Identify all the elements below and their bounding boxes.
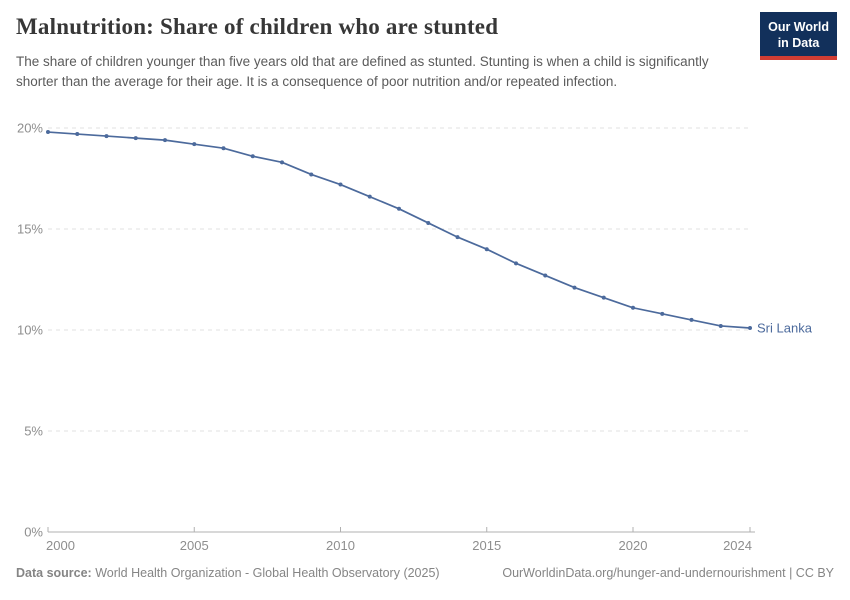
x-tick-label: 2024 — [723, 538, 752, 553]
line-chart-canvas: 0% 5% 10% 15% 20% 2000 2005 2010 2015 2020 2024 Sri… — [17, 121, 813, 554]
y-tick-label: 15% — [17, 222, 43, 237]
data-point[interactable] — [221, 146, 226, 151]
data-point[interactable] — [46, 130, 50, 135]
data-point[interactable] — [660, 311, 665, 316]
data-source-value: World Health Organization - Global Healt… — [91, 566, 440, 580]
y-tick-label: 0% — [24, 525, 43, 540]
data-point[interactable] — [455, 235, 460, 240]
line-chart: 0% 5% 10% 15% 20% 2000 2005 2010 2015 2020 2024 Sri… — [0, 118, 850, 563]
x-tick-label: 2005 — [180, 538, 209, 553]
data-point[interactable] — [572, 285, 577, 290]
data-source: Data source: World Health Organization -… — [16, 566, 440, 580]
data-point[interactable] — [514, 261, 518, 266]
data-point[interactable] — [163, 138, 167, 143]
data-point[interactable] — [718, 323, 723, 328]
data-point[interactable] — [484, 247, 489, 252]
data-point[interactable] — [543, 273, 548, 278]
data-point[interactable] — [250, 154, 255, 159]
attribution-link[interactable]: OurWorldinData.org/hunger-and-undernouri… — [502, 566, 834, 580]
data-source-label: Data source: — [16, 566, 92, 580]
trend-line[interactable] — [47, 131, 751, 329]
chart-subtitle: The share of children younger than five … — [16, 54, 709, 89]
data-point[interactable] — [601, 295, 606, 300]
data-point[interactable] — [426, 220, 431, 225]
data-point[interactable] — [367, 194, 372, 199]
data-point[interactable] — [397, 206, 401, 211]
owid-logo-line2: in Data — [777, 36, 820, 51]
chart-footer: Data source: World Health Organization -… — [16, 566, 834, 580]
data-point[interactable] — [192, 142, 197, 147]
data-point[interactable] — [689, 317, 694, 322]
data-point[interactable] — [338, 182, 343, 187]
data-point[interactable] — [631, 305, 635, 310]
y-tick-label: 10% — [17, 323, 43, 338]
y-tick-label: 20% — [17, 121, 43, 136]
y-tick-label: 5% — [24, 424, 43, 439]
x-tick-label: 2010 — [326, 538, 355, 553]
data-point[interactable] — [104, 134, 109, 139]
x-tick-label: 2000 — [46, 538, 75, 553]
page-title: Malnutrition: Share of children who are … — [16, 14, 499, 39]
x-tick-label: 2015 — [472, 538, 501, 553]
entity-label: Sri Lanka — [757, 320, 813, 335]
owid-logo-line1: Our World — [768, 20, 829, 34]
data-point[interactable] — [75, 132, 80, 137]
data-point[interactable] — [748, 325, 752, 330]
data-point[interactable] — [309, 172, 314, 177]
owid-logo[interactable]: Our World in Data — [760, 12, 837, 60]
data-point[interactable] — [133, 136, 138, 141]
x-tick-label: 2020 — [619, 538, 648, 553]
data-point[interactable] — [280, 160, 284, 165]
